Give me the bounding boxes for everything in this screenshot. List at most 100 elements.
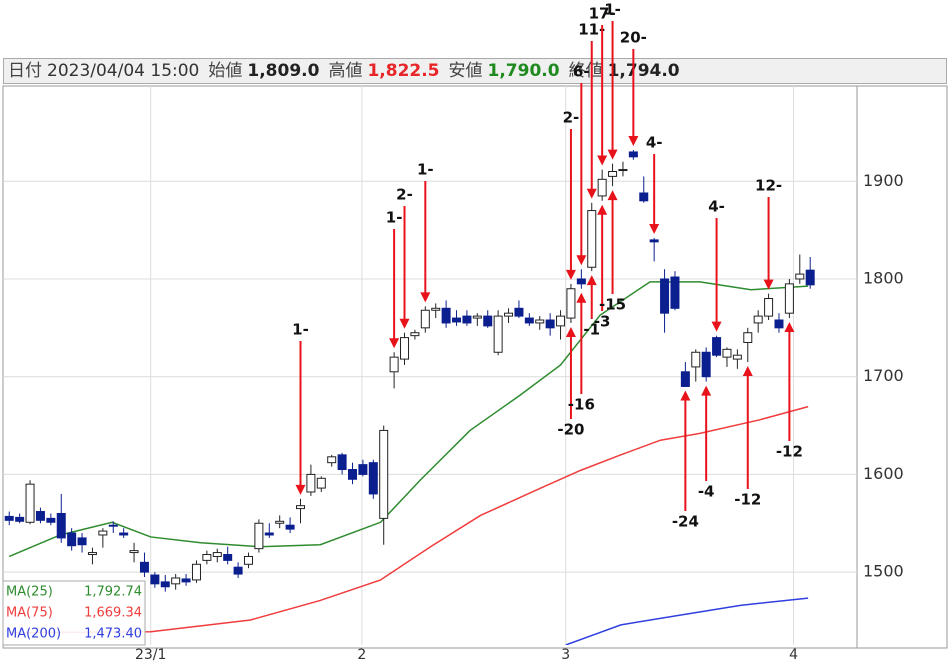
candle-body — [504, 312, 514, 317]
candle-body — [545, 319, 555, 329]
annotation-arrowhead — [701, 385, 712, 396]
y-tick-label: 1600 — [863, 464, 904, 483]
candle-body — [67, 532, 77, 547]
candle-body — [171, 577, 181, 585]
candle-body — [202, 554, 212, 561]
annotation-label: -3 — [594, 313, 611, 331]
y-tick-label: 1800 — [863, 268, 904, 287]
y-tick-label: 1500 — [863, 562, 904, 581]
annotation-label: 4- — [708, 198, 725, 216]
annotation-arrowhead — [597, 155, 608, 166]
annotation-label: -20 — [557, 421, 584, 439]
annotation-label: 1- — [604, 1, 621, 19]
candle-body — [680, 371, 690, 387]
candle-body — [732, 354, 742, 360]
header-value: 1,794.0 — [607, 61, 680, 81]
annotation-label: -16 — [568, 396, 595, 414]
plot — [4, 150, 815, 645]
candle-body — [285, 524, 295, 530]
candle-body — [98, 530, 108, 536]
candle-body — [431, 307, 441, 311]
ma-line — [565, 597, 809, 645]
candle-body — [368, 462, 378, 495]
candle-body — [264, 532, 274, 536]
annotation-arrowhead — [420, 292, 431, 303]
candle-body — [628, 151, 638, 158]
candle-body — [87, 552, 97, 556]
annotation-label: 4- — [646, 134, 663, 152]
candle-body — [337, 454, 347, 471]
candle-body — [160, 581, 170, 588]
header-value: 1,809.0 — [247, 61, 320, 81]
candle-body — [472, 315, 482, 319]
header-label: 終値 — [568, 61, 603, 81]
x-tick-label: 4 — [789, 647, 798, 663]
plot-frame — [2, 85, 948, 649]
candle-body — [805, 269, 815, 286]
candle-body — [243, 555, 253, 565]
annotation-label: -4 — [698, 483, 715, 501]
y-tick-label: 1900 — [863, 171, 904, 190]
annotation-label: 1- — [417, 161, 434, 179]
annotation-label: 2- — [396, 186, 413, 204]
candle-body — [576, 278, 586, 285]
candle-body — [743, 332, 753, 343]
candle-body — [119, 532, 129, 536]
candle-body — [150, 574, 160, 585]
annotation-arrowhead — [607, 149, 618, 160]
candle-body — [129, 550, 139, 554]
candle-body — [514, 307, 524, 317]
header-value: 2023/04/04 15:00 — [47, 61, 200, 81]
candle-body — [254, 522, 264, 550]
candle-body — [212, 552, 222, 557]
candle-body — [524, 317, 534, 324]
candle-body — [764, 298, 774, 317]
annotation-arrowhead — [763, 279, 774, 290]
candle-body — [774, 319, 784, 329]
header-label: 始値 — [208, 61, 243, 81]
candle-body — [327, 456, 337, 464]
candle-body — [618, 169, 628, 172]
candle-body — [306, 473, 316, 493]
annotation-arrowhead — [784, 322, 795, 333]
candle-body — [410, 332, 420, 337]
annotation-label: -12 — [776, 443, 803, 461]
candle-body — [275, 520, 285, 524]
candle-body — [400, 337, 410, 360]
candle-body — [493, 315, 503, 353]
candle-body — [358, 464, 368, 475]
candle-body — [753, 315, 763, 324]
candle-body — [670, 276, 680, 309]
annotation-arrowhead — [576, 255, 587, 266]
candle-body — [4, 515, 14, 521]
candle-body — [691, 351, 701, 368]
candle-body — [701, 351, 711, 378]
annotation-arrowhead — [565, 269, 576, 280]
candle-body — [420, 309, 430, 329]
candle-body — [608, 170, 618, 177]
annotation-label: 6- — [573, 63, 590, 81]
header-value: 1,822.5 — [367, 61, 440, 81]
annotation-label: 20- — [620, 29, 647, 47]
header-value: 1,790.0 — [487, 61, 560, 81]
annotation-arrowhead — [565, 326, 576, 337]
candle-body — [348, 469, 358, 480]
candle-body — [660, 278, 670, 314]
legend-value: 1,669.34 — [84, 606, 142, 621]
x-tick-label: 3 — [561, 647, 570, 663]
candle-body — [556, 315, 566, 327]
annotation-label: 2- — [563, 109, 580, 127]
annotation-label: 1- — [386, 209, 403, 227]
candle-body — [77, 537, 87, 546]
annotation-arrowhead — [295, 484, 306, 495]
candle-body — [139, 561, 149, 573]
annotation-arrowhead — [742, 366, 753, 377]
candle-body — [483, 315, 493, 327]
candle-body — [379, 429, 389, 519]
candle-body — [181, 578, 191, 583]
candle-body — [535, 319, 545, 324]
candle-body — [784, 283, 794, 314]
candle-body — [452, 317, 462, 323]
annotation-label: 1- — [292, 321, 309, 339]
